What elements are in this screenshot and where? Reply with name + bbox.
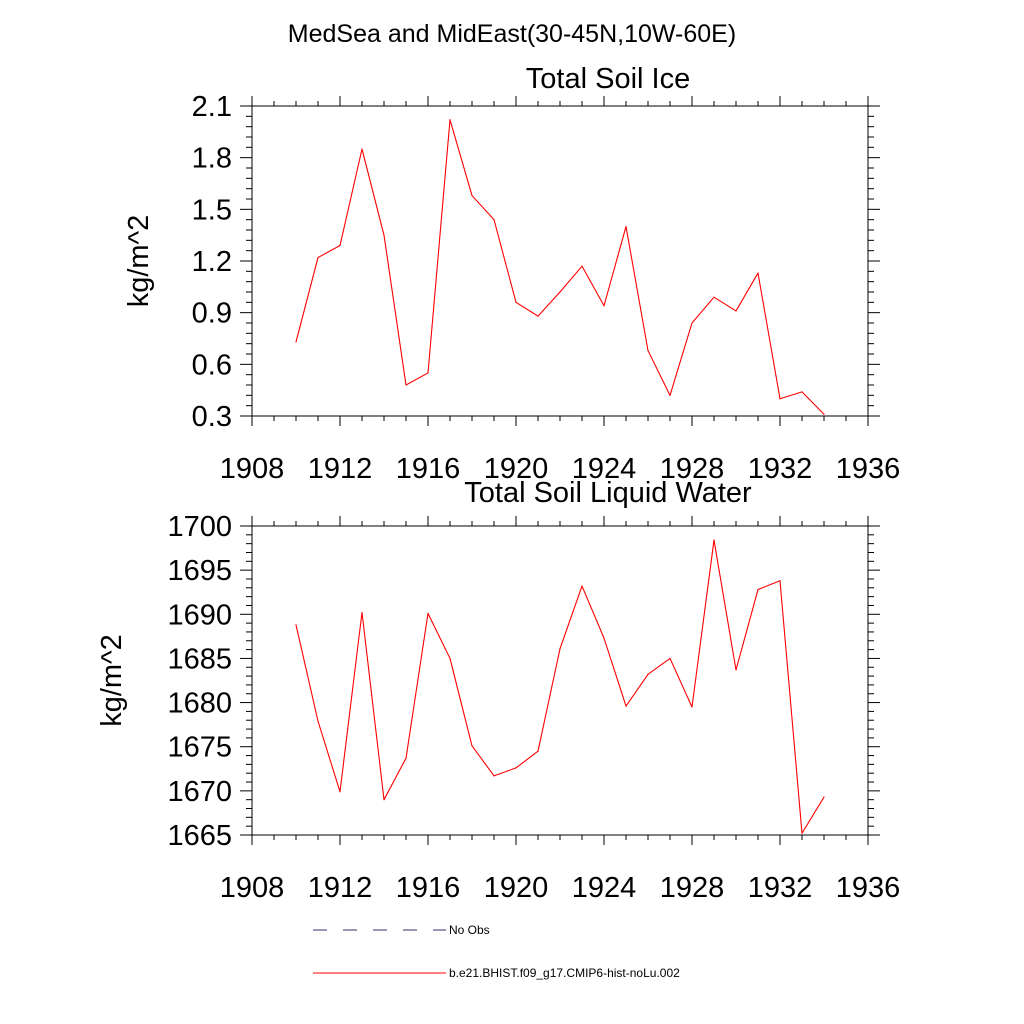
x-tick-label: 1912 bbox=[308, 453, 373, 485]
x-tick-label: 1920 bbox=[484, 453, 549, 485]
data-point bbox=[713, 296, 715, 298]
y-tick-label: 0.3 bbox=[192, 401, 232, 433]
data-point bbox=[427, 612, 429, 615]
data-point bbox=[625, 705, 627, 707]
y-axis-label: kg/m^2 bbox=[123, 215, 155, 308]
data-point bbox=[537, 750, 539, 752]
data-point bbox=[757, 588, 759, 591]
y-tick-label: 1675 bbox=[167, 732, 232, 764]
x-tick-label: 1928 bbox=[660, 453, 725, 485]
x-tick-label: 1924 bbox=[572, 453, 637, 485]
y-tick-label: 1.2 bbox=[192, 246, 232, 278]
data-point bbox=[801, 391, 803, 393]
x-tick-label: 1936 bbox=[836, 453, 901, 485]
data-point bbox=[471, 745, 473, 747]
data-point bbox=[295, 624, 297, 626]
y-tick-label: 1695 bbox=[167, 555, 232, 587]
data-point bbox=[581, 585, 583, 587]
data-point bbox=[647, 673, 649, 675]
x-tick-label: 1920 bbox=[484, 872, 549, 904]
y-tick-label: 1670 bbox=[167, 776, 232, 808]
data-point bbox=[339, 791, 341, 793]
data-point bbox=[317, 256, 319, 259]
y-tick-label: 1685 bbox=[167, 643, 232, 675]
x-tick-label: 1928 bbox=[660, 872, 725, 904]
data-point bbox=[801, 832, 803, 834]
y-tick-label: 1.8 bbox=[192, 143, 232, 175]
data-point bbox=[405, 384, 407, 386]
y-tick-label: 1665 bbox=[167, 820, 232, 852]
legend-label-model: b.e21.BHIST.f09_g17.CMIP6-hist-noLu.002 bbox=[449, 966, 680, 980]
x-tick-label: 1912 bbox=[308, 872, 373, 904]
data-point bbox=[647, 349, 649, 352]
data-point bbox=[493, 219, 495, 221]
plot-frame bbox=[251, 105, 869, 417]
x-tick-label: 1908 bbox=[220, 872, 285, 904]
chart-title: Total Soil Liquid Water bbox=[464, 477, 752, 509]
data-point bbox=[691, 322, 693, 324]
chart-title: Total Soil Ice bbox=[526, 63, 690, 95]
data-point bbox=[449, 657, 451, 660]
x-tick-label: 1916 bbox=[396, 453, 461, 485]
chart-panel-2: Total Soil Liquid Water kg/m^2 1908 1912 191… bbox=[96, 477, 900, 904]
x-tick-label: 1936 bbox=[836, 872, 901, 904]
data-point bbox=[735, 669, 737, 671]
x-tick-label: 1932 bbox=[748, 872, 813, 904]
figure-suptitle: MedSea and MidEast(30-45N,10W-60E) bbox=[288, 20, 736, 48]
chart-panel-1: Total Soil Ice kg/m^2 1908 1912 1916 1920 1924… bbox=[123, 63, 900, 485]
data-point bbox=[757, 272, 759, 274]
data-point bbox=[779, 580, 781, 582]
y-tick-label: 1680 bbox=[167, 688, 232, 720]
x-tick-label: 1908 bbox=[220, 453, 285, 485]
series-line-1 bbox=[295, 119, 825, 415]
data-point bbox=[779, 398, 781, 400]
data-point bbox=[339, 244, 341, 247]
y-tick-label: 0.6 bbox=[192, 349, 232, 381]
data-point bbox=[559, 648, 561, 650]
data-point bbox=[317, 720, 319, 722]
data-point bbox=[735, 310, 737, 312]
data-point bbox=[603, 305, 605, 307]
y-tick-label: 2.1 bbox=[192, 91, 232, 123]
data-point bbox=[427, 372, 429, 374]
data-point bbox=[449, 119, 451, 121]
data-point bbox=[625, 225, 627, 228]
plot-frame bbox=[251, 525, 869, 836]
data-point bbox=[691, 706, 693, 708]
y-tick-label: 1700 bbox=[167, 511, 232, 543]
data-point bbox=[383, 799, 385, 801]
data-point bbox=[713, 539, 715, 541]
data-point bbox=[493, 775, 495, 777]
data-point bbox=[559, 291, 561, 293]
x-tick-label: 1924 bbox=[572, 872, 637, 904]
y-tick-label: 1.5 bbox=[192, 194, 232, 226]
data-point bbox=[515, 301, 517, 303]
y-tick-label: 1690 bbox=[167, 599, 232, 631]
legend-label-no-obs: No Obs bbox=[449, 923, 490, 937]
data-point bbox=[383, 234, 385, 236]
data-point bbox=[537, 315, 539, 317]
x-tick-label: 1916 bbox=[396, 872, 461, 904]
data-point bbox=[581, 265, 583, 267]
data-point bbox=[669, 657, 671, 660]
data-point bbox=[823, 413, 825, 415]
data-point bbox=[405, 757, 407, 759]
data-point bbox=[603, 637, 605, 639]
data-point bbox=[295, 341, 297, 343]
x-tick-label: 1932 bbox=[748, 453, 813, 485]
data-point bbox=[361, 611, 363, 614]
y-axis-label: kg/m^2 bbox=[96, 634, 128, 727]
data-point bbox=[361, 148, 363, 150]
y-tick-label: 0.9 bbox=[192, 298, 232, 330]
data-point bbox=[515, 767, 517, 769]
series-line-1 bbox=[295, 539, 825, 834]
data-point bbox=[471, 194, 473, 197]
legend: No Obs b.e21.BHIST.f09_g17.CMIP6-hist-no… bbox=[313, 923, 680, 980]
data-point bbox=[669, 394, 671, 396]
data-point bbox=[823, 796, 825, 798]
